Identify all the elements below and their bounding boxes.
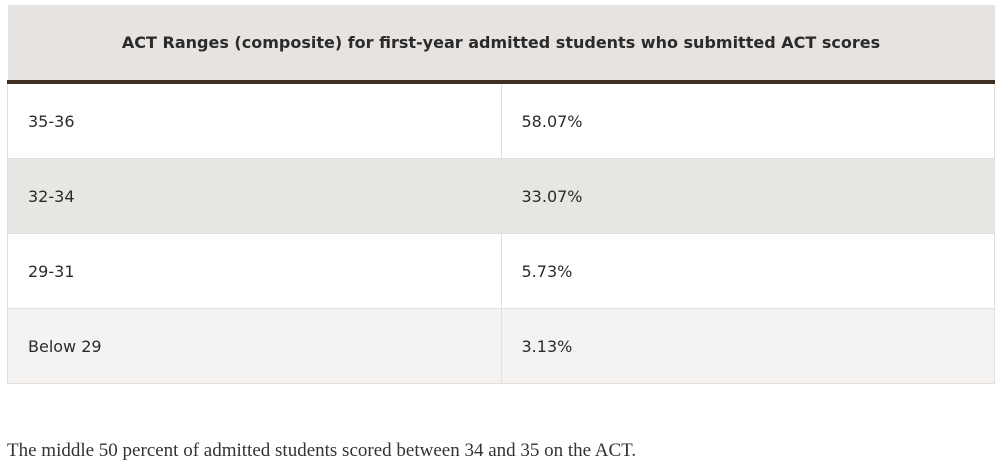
note: The middle 50 percent of admitted studen… bbox=[7, 440, 637, 461]
table-row: 35-36 58.07% bbox=[7, 81, 995, 159]
percent-cell: 5.73% bbox=[500, 233, 995, 309]
table-header: ACT Ranges (composite) for first-year ad… bbox=[7, 5, 995, 84]
range-cell: 35-36 bbox=[7, 81, 502, 159]
range-cell: 32-34 bbox=[7, 158, 502, 234]
table-row: 32-34 33.07% bbox=[7, 158, 995, 234]
table-row: 29-31 5.73% bbox=[7, 233, 995, 309]
percent-cell: 58.07% bbox=[500, 81, 995, 159]
range-cell: 29-31 bbox=[7, 233, 502, 309]
table-body: 35-36 58.07% 32-34 33.07% 29-31 5.73% Below 29… bbox=[7, 81, 995, 384]
percent-cell: 33.07% bbox=[500, 158, 995, 234]
range-cell: Below 29 bbox=[7, 308, 502, 384]
percent-cell: 3.13% bbox=[500, 308, 995, 384]
table-head: ACT Ranges (composite) for first-year ad… bbox=[7, 5, 995, 84]
table-row: Below 29 3.13% bbox=[7, 308, 995, 384]
act-table: ACT Ranges (composite) for first-year ad… bbox=[7, 5, 995, 384]
header-row: ACT Ranges (composite) for first-year ad… bbox=[7, 5, 995, 84]
